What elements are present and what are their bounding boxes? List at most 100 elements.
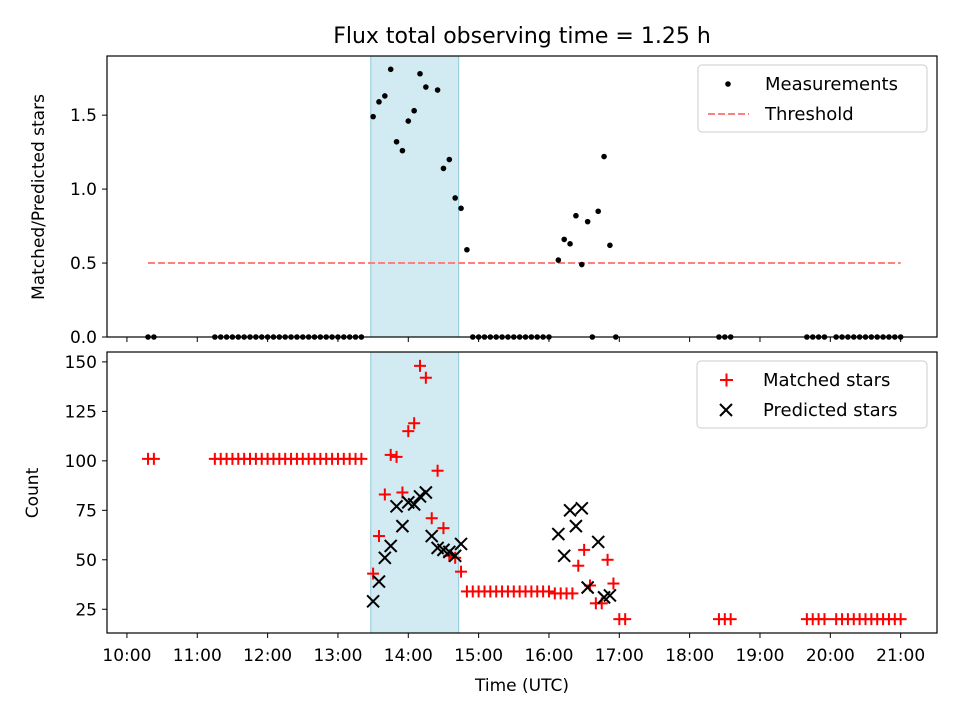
bottom-y-tick-label: 150 <box>65 353 97 373</box>
x-tick-label: 18:00 <box>665 646 714 666</box>
predicted-x-b <box>580 580 595 595</box>
predicted-stars-point <box>383 539 398 553</box>
x-axis-label: Time (UTC) <box>474 676 569 696</box>
predicted-stars-point <box>575 501 589 516</box>
measurement-point <box>555 257 562 263</box>
predicted-x-b <box>603 588 617 603</box>
predicted-stars-point <box>591 535 605 549</box>
measurement-point <box>382 93 388 99</box>
matched-stars-point <box>414 359 427 372</box>
top-y-tick-label: 0.0 <box>70 328 97 348</box>
legend-matched-marker <box>720 373 733 387</box>
predicted-x-b <box>419 485 433 500</box>
predicted-x-b <box>442 545 457 559</box>
measurement-point <box>370 113 376 120</box>
measurement-point <box>584 218 591 225</box>
matched-stars-point <box>607 577 620 590</box>
predicted-stars-point <box>378 551 392 565</box>
matched-stars-point <box>894 613 907 626</box>
x-tick-label: 11:00 <box>173 646 222 666</box>
matched-stars-point <box>619 613 632 626</box>
predicted-x-b <box>591 535 605 549</box>
bottom-panel: 10:00 11:00 12:00 13:00 14:00 15:00 16:00 17:00… <box>23 351 938 666</box>
x-tick-label: 14:00 <box>384 646 433 666</box>
x-tick-label: 17:00 <box>595 646 644 666</box>
measurement-point <box>446 156 453 163</box>
measurement-point <box>561 236 568 243</box>
x-tick-label: 12:00 <box>243 646 292 666</box>
bottom-y-tick-label: 50 <box>75 551 97 571</box>
matched-stars-point <box>542 585 555 598</box>
bottom-legend-box <box>696 360 928 429</box>
measurement-point <box>567 241 573 247</box>
matched-stars-point <box>455 565 468 578</box>
bottom-y-tick-label: 100 <box>65 452 97 472</box>
predicted-x-b <box>383 539 398 553</box>
measurement-point <box>417 70 423 77</box>
matched-stars-point <box>408 417 421 430</box>
bottom-y-tick-label: 75 <box>75 501 97 521</box>
predicted-stars-point <box>425 529 439 543</box>
predicted-stars-point <box>372 574 386 589</box>
matched-stars-point <box>572 559 585 572</box>
top-shaded-interval <box>370 55 460 338</box>
top-panel: 0.0 0.5 1.0 1.5 Matched/Predicted stars Mea… <box>29 55 938 348</box>
bottom-axes-frame <box>106 351 938 634</box>
top-y-tick-label: 1.0 <box>70 180 97 200</box>
matched-stars-point <box>384 448 397 461</box>
matched-stars-point <box>578 543 591 556</box>
legend-threshold-label: Threshold <box>764 104 854 125</box>
predicted-stars-point <box>448 549 462 563</box>
measurement-point <box>458 205 464 212</box>
measurement-point <box>573 212 579 219</box>
predicted-x-b <box>448 549 462 563</box>
top-y-tick-label: 1.5 <box>70 106 97 126</box>
x-tick-label: 20:00 <box>806 646 855 666</box>
predicted-x-b <box>557 549 571 563</box>
predicted-x-b <box>413 489 427 504</box>
predicted-x-b <box>454 537 468 551</box>
predicted-stars-point <box>407 497 421 512</box>
x-tick-label: 21:00 <box>876 646 925 666</box>
measurement-point <box>387 66 394 73</box>
predicted-x-b <box>401 495 415 510</box>
predicted-stars-point <box>551 527 566 541</box>
matched-stars-point <box>431 464 444 477</box>
measurement-point <box>423 84 429 90</box>
top-y-axis-label: Matched/Predicted stars <box>29 94 49 300</box>
x-tick-label: 15:00 <box>454 646 503 666</box>
predicted-stars-point <box>395 519 410 533</box>
matched-stars-point <box>724 613 737 626</box>
measurement-point <box>440 165 447 172</box>
legend-matched-label: Matched stars <box>763 370 890 391</box>
predicted-x-b <box>425 529 439 543</box>
top-axis-ticks: 0.0 0.5 1.0 1.5 <box>70 106 902 348</box>
bottom-y-tick-label: 25 <box>75 600 97 620</box>
matched-stars-point <box>147 452 160 465</box>
bottom-y-tick-label: 125 <box>65 402 97 422</box>
predicted-x-b <box>575 501 589 516</box>
measurement-point <box>434 87 441 93</box>
measurement-point <box>452 195 458 201</box>
measurement-point <box>464 246 470 253</box>
predicted-stars-point <box>603 588 617 603</box>
predicted-x-b <box>378 551 392 565</box>
x-tick-label: 10:00 <box>102 646 151 666</box>
predicted-x-b <box>436 543 451 557</box>
measurement-point <box>601 153 607 160</box>
predicted-stars-point <box>389 499 404 514</box>
predicted-x-b <box>407 497 421 512</box>
top-legend-box <box>697 64 928 133</box>
predicted-stars-point <box>563 503 577 518</box>
matched-stars-point <box>419 371 432 384</box>
predicted-x-b <box>395 519 410 533</box>
matched-stars-point <box>437 522 450 535</box>
matched-stars-point <box>402 425 415 438</box>
predicted-stars-point <box>366 594 380 609</box>
chart-title: Flux total observing time = 1.25 h <box>333 24 711 49</box>
legend-predicted-marker <box>719 403 733 417</box>
measurement-point <box>405 118 412 124</box>
matched-stars-point <box>601 553 614 566</box>
matched-stars-point <box>355 452 368 465</box>
